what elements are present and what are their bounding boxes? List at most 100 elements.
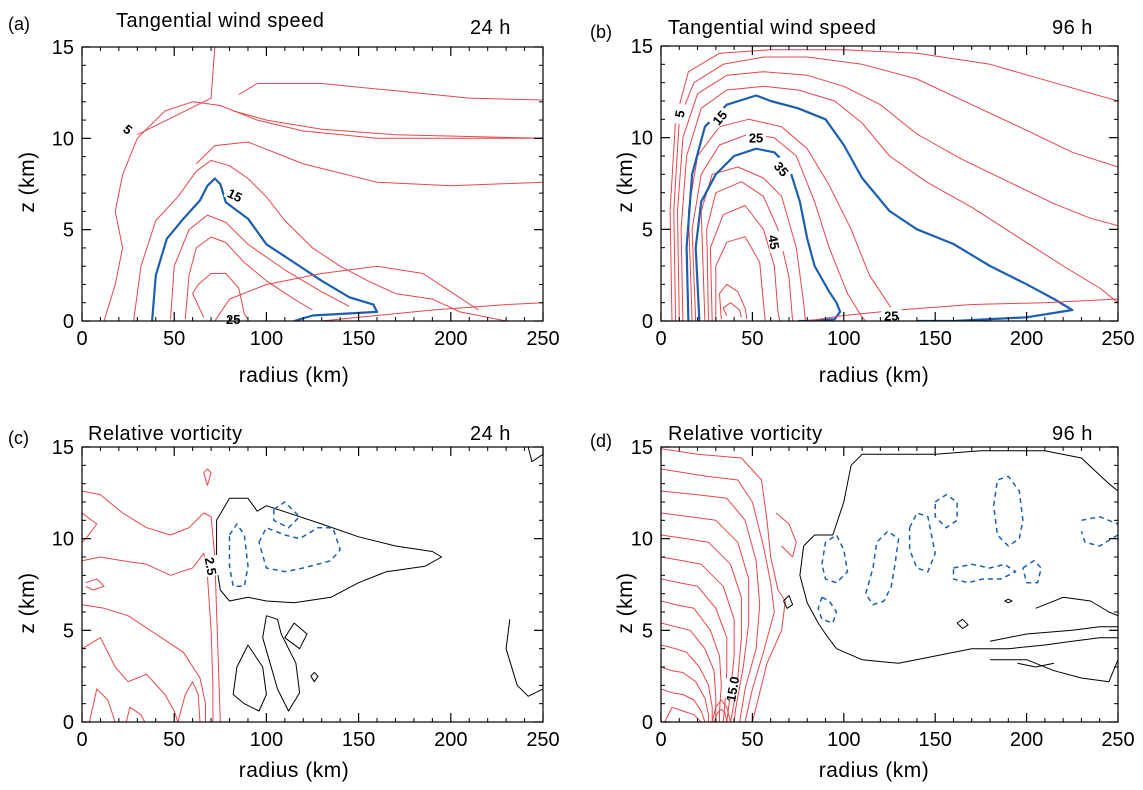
contour-line-2 (170, 214, 350, 320)
panel-time: 24 h (470, 17, 511, 39)
contour-line-14 (713, 708, 728, 722)
contour-line-29 (934, 493, 958, 529)
panel-a: (a) Tangential wind speed 24 h z (km) ra… (0, 0, 580, 395)
contour-line-26 (817, 596, 838, 624)
x-tick-label: 50 (163, 729, 185, 751)
contour-line-34 (1080, 531, 1118, 547)
panel-label: (d) (590, 431, 612, 451)
contour-line-3 (151, 177, 379, 321)
y-tick-label: 15 (52, 437, 74, 459)
contour-line-10 (661, 666, 709, 722)
y-tick-label: 5 (63, 620, 74, 642)
contour-line-30 (952, 563, 1017, 584)
x-axis-label: radius (km) (238, 364, 350, 387)
contour-line-14 (807, 298, 1118, 321)
contour-line-8 (177, 681, 201, 722)
contour-line-15 (505, 619, 543, 697)
contour-line-10 (238, 83, 543, 101)
contour-label-bg (223, 183, 248, 205)
contour-line-10 (216, 497, 443, 604)
contour-line-27 (864, 530, 900, 606)
contour-line-11 (321, 302, 543, 321)
contour-label: 25 (884, 309, 898, 324)
contour-line-32 (1022, 559, 1042, 584)
panel-label: (c) (8, 428, 29, 448)
contour-plot-d: 15.0 0 50 100 150 200 250 0 5 10 15 (631, 437, 1135, 751)
contour-label-bg (706, 104, 731, 130)
y-tick-label: 10 (631, 128, 653, 150)
contour-line-13 (669, 49, 1118, 321)
x-tick-label: 200 (434, 729, 467, 751)
x-axis-label: radius (km) (818, 759, 930, 782)
panel-title: Tangential wind speed (668, 17, 877, 39)
x-axis-label: radius (km) (818, 364, 930, 387)
contour-label: 2.5 (202, 556, 220, 576)
contour-line-1 (661, 468, 775, 722)
x-tick-label: 150 (919, 729, 952, 751)
contour-line-0 (722, 302, 742, 318)
panel-b: (b) Tangential wind speed 96 h z (km) ra… (580, 0, 1143, 395)
contour-line-17 (799, 545, 1118, 664)
contour-line-14 (310, 672, 319, 683)
panel-time: 24 h (470, 423, 511, 445)
contour-line-23 (956, 618, 969, 629)
contour-line-1 (184, 236, 313, 320)
x-tick-label: 0 (76, 729, 87, 751)
contour-line-8 (687, 118, 900, 321)
panel-title: Relative vorticity (668, 423, 823, 445)
x-tick-label: 250 (1101, 729, 1134, 751)
contour-line-21 (1017, 662, 1055, 668)
x-tick-label: 50 (163, 328, 185, 350)
contour-line-0 (661, 448, 786, 722)
x-tick-label: 250 (1101, 328, 1134, 350)
contour-line-9 (685, 94, 1074, 321)
contour-label: 25 (749, 131, 763, 146)
contour-line-6 (88, 688, 116, 722)
y-tick-label: 15 (631, 437, 653, 459)
contour-line-19 (1035, 596, 1118, 617)
contour-line-19 (273, 501, 301, 529)
contour-line-4 (133, 159, 507, 321)
contour-line-11 (232, 644, 267, 712)
y-tick-label: 0 (642, 311, 653, 333)
contour-line-16 (803, 450, 1118, 547)
contour-label: 5 (672, 109, 688, 119)
contour-label-bg (746, 129, 767, 144)
contour-line-9 (203, 468, 212, 486)
contour-line-9 (661, 644, 713, 722)
contour-label: 15 (225, 186, 244, 206)
x-axis-label: radius (km) (238, 759, 350, 782)
panel-label: (a) (8, 14, 30, 34)
contour-line-4 (661, 534, 742, 722)
contour-line-3 (85, 578, 105, 591)
contour-line-20 (990, 659, 1118, 683)
contour-label-bg (766, 230, 784, 254)
contour-line-6 (661, 578, 728, 722)
y-tick-label: 0 (63, 712, 74, 734)
contour-label: 35 (771, 159, 792, 180)
x-tick-label: 200 (1010, 328, 1043, 350)
contour-line-15 (775, 512, 797, 558)
contour-line-28 (908, 512, 936, 573)
contour-label-bg (770, 156, 795, 181)
y-tick-label: 10 (52, 128, 74, 150)
panel-title: Tangential wind speed (116, 10, 325, 32)
contour-label-bg (203, 554, 221, 578)
contour-line-18 (989, 626, 1118, 642)
contour-label-bg (881, 307, 902, 322)
contour-line-12 (262, 615, 301, 712)
panel-title: Relative vorticity (88, 423, 243, 445)
contour-line-7 (195, 141, 543, 187)
contour-label-bg (722, 677, 740, 700)
y-tick-label: 0 (642, 712, 653, 734)
contour-line-1 (82, 512, 98, 543)
plot-frame (660, 446, 1119, 723)
contour-line-13 (711, 699, 731, 722)
y-tick-label: 0 (63, 311, 74, 333)
contour-line-7 (661, 600, 722, 722)
contour-line-33 (1081, 515, 1118, 525)
y-tick-label: 15 (52, 37, 74, 59)
contour-line-3 (661, 512, 750, 722)
x-tick-label: 50 (741, 729, 763, 751)
